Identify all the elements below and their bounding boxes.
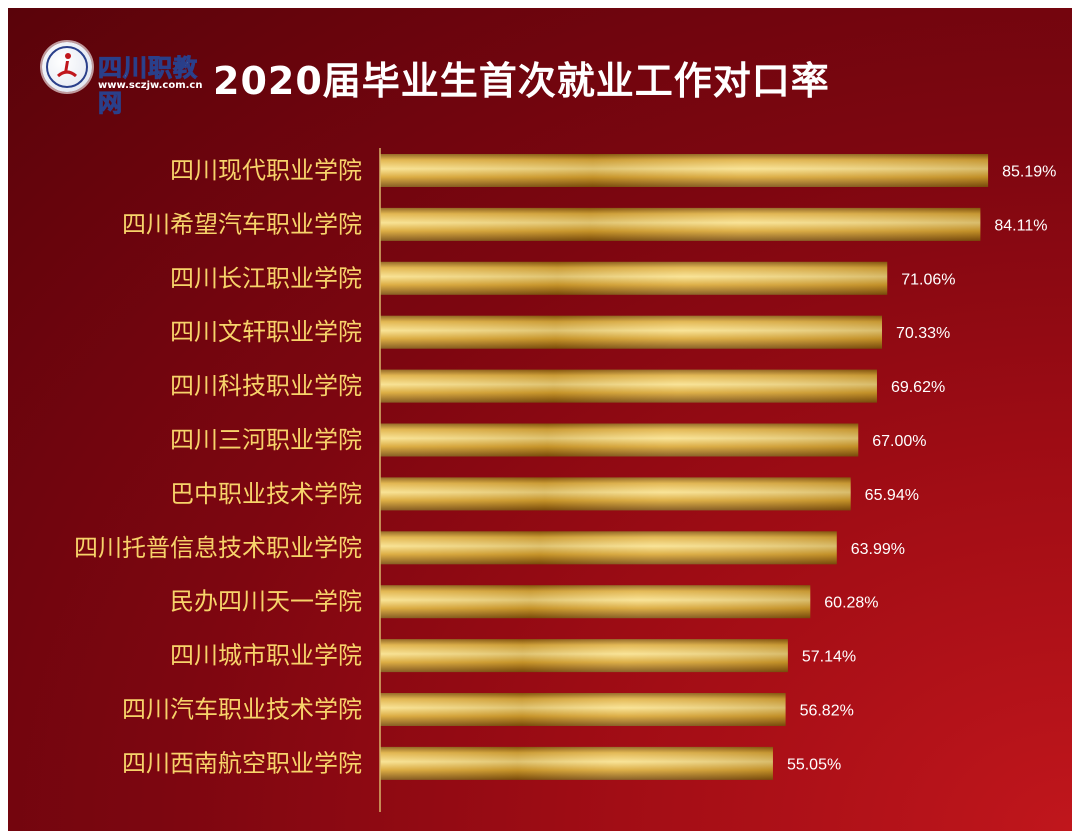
value-label: 65.94% (865, 487, 919, 504)
bar-texture (380, 261, 888, 295)
value-label: 60.28% (824, 595, 878, 612)
bar-texture (380, 746, 773, 780)
logo-url: www.sczjw.com.cn (98, 80, 203, 91)
value-label: 55.05% (787, 756, 841, 773)
logo-emblem-icon (42, 42, 92, 92)
value-label: 67.00% (872, 433, 926, 450)
category-label: 四川西南航空职业学院 (122, 749, 362, 777)
category-label: 四川科技职业学院 (170, 372, 362, 400)
bar-texture (380, 423, 859, 457)
value-label: 71.06% (901, 271, 955, 288)
category-label: 四川托普信息技术职业学院 (74, 534, 362, 562)
bar-texture (380, 639, 788, 673)
bar-texture (380, 207, 981, 241)
bar-texture (380, 693, 786, 726)
bar-texture (380, 369, 877, 403)
category-label: 四川城市职业学院 (170, 642, 362, 670)
category-label: 四川三河职业学院 (170, 426, 362, 454)
category-label: 四川希望汽车职业学院 (122, 210, 362, 238)
value-label: 70.33% (896, 325, 950, 342)
value-label: 57.14% (802, 649, 856, 666)
category-label: 巴中职业技术学院 (170, 480, 362, 508)
category-label: 四川长江职业学院 (170, 264, 362, 292)
bar-texture (380, 477, 851, 511)
value-label: 84.11% (994, 217, 1047, 234)
bar-texture (380, 315, 883, 349)
category-label: 四川汽车职业技术学院 (122, 696, 362, 724)
category-label: 民办四川天一学院 (170, 588, 362, 616)
value-label: 63.99% (851, 541, 905, 558)
value-label: 85.19% (1002, 164, 1056, 181)
logo-text: 四川职教网 (98, 54, 198, 118)
category-label: 四川现代职业学院 (170, 157, 362, 185)
value-label: 56.82% (800, 703, 854, 720)
bar-texture (380, 585, 811, 619)
site-logo: 四川职教网 www.sczjw.com.cn (42, 42, 203, 118)
category-label: 四川文轩职业学院 (170, 318, 362, 346)
chart-title: 2020届毕业生首次就业工作对口率 (213, 59, 830, 103)
value-label: 69.62% (891, 379, 945, 396)
bar-texture (380, 531, 837, 565)
bar-texture (380, 154, 989, 187)
